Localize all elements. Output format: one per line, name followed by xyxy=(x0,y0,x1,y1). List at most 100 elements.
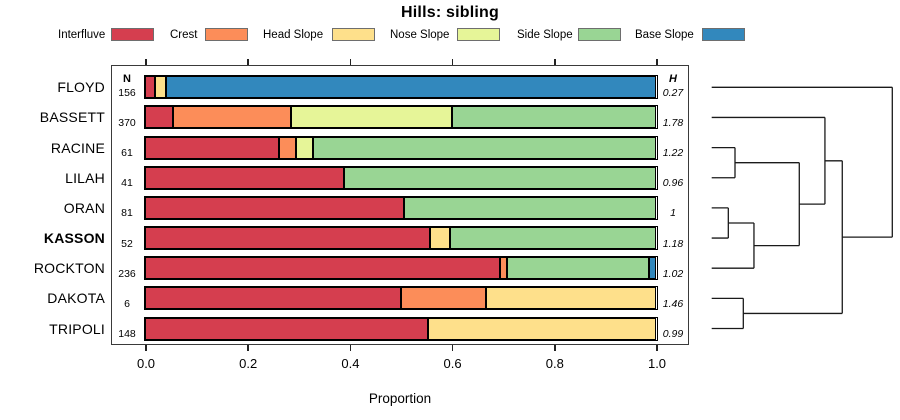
bar-segment-interfluve xyxy=(145,166,345,189)
n-value-tripoli: 148 xyxy=(118,328,136,340)
h-value-tripoli: 0.99 xyxy=(662,328,684,340)
legend-label-side-slope: Side Slope xyxy=(517,29,573,41)
bottom-axis-tick xyxy=(349,345,352,351)
dendrogram xyxy=(711,86,893,330)
bar-segment-base-slope xyxy=(649,257,656,280)
top-axis-tick xyxy=(451,59,454,65)
bottom-axis-tick xyxy=(451,345,454,351)
row-label-kasson: KASSON xyxy=(43,230,105,247)
bar-segment-nose-slope xyxy=(295,136,313,159)
bottom-axis-tick xyxy=(554,345,556,351)
bar-segment-interfluve xyxy=(145,227,431,250)
bar-segment-side-slope xyxy=(506,257,650,280)
bar-segment-crest xyxy=(400,287,486,310)
stacked-bar-tripoli xyxy=(144,316,658,341)
n-value-bassett: 370 xyxy=(118,116,136,129)
x-tick-label: 0.4 xyxy=(341,356,360,371)
bar-segment-head-slope xyxy=(428,317,656,340)
row-label-dakota: DAKOTA xyxy=(47,290,105,307)
legend-swatch-head-slope xyxy=(332,28,375,41)
bar-segment-crest xyxy=(173,106,291,129)
legend-label-head-slope: Head Slope xyxy=(263,29,324,41)
stacked-bar-dakota xyxy=(144,286,658,311)
top-axis-tick xyxy=(145,59,147,65)
n-value-oran: 81 xyxy=(121,207,133,220)
legend-swatch-base-slope xyxy=(702,28,745,41)
legend-label-crest: Crest xyxy=(170,29,198,41)
h-value-dakota: 1.46 xyxy=(662,297,684,310)
bottom-axis-tick xyxy=(247,345,249,351)
top-axis-tick xyxy=(247,59,249,65)
h-value-kasson: 1.18 xyxy=(662,237,684,250)
chart-title: Hills: sibling xyxy=(401,4,499,21)
bar-segment-nose-slope xyxy=(290,106,452,129)
n-column-header: N xyxy=(123,73,131,85)
x-tick-label: 0.8 xyxy=(545,356,564,371)
x-tick-label: 0.6 xyxy=(443,356,462,371)
row-label-oran: ORAN xyxy=(63,199,105,216)
h-value-lilah: 0.96 xyxy=(662,177,684,190)
n-value-rockton: 236 xyxy=(118,267,136,280)
stacked-bar-oran xyxy=(144,195,658,220)
legend-label-nose-slope: Nose Slope xyxy=(390,29,450,41)
stacked-bar-rockton xyxy=(144,256,658,281)
bar-segment-side-slope xyxy=(312,136,656,159)
bar-segment-side-slope xyxy=(403,196,656,219)
h-value-floyd: 0.27 xyxy=(662,86,684,99)
stacked-bar-kasson xyxy=(144,226,658,251)
bar-segment-side-slope xyxy=(344,166,656,189)
bar-segment-base-slope xyxy=(165,76,656,99)
bottom-axis-tick xyxy=(656,345,658,351)
h-value-bassett: 1.78 xyxy=(662,116,684,129)
legend-swatch-nose-slope xyxy=(457,28,500,41)
top-axis-tick xyxy=(349,59,352,65)
bar-segment-crest xyxy=(500,257,507,280)
n-value-floyd: 156 xyxy=(118,86,136,99)
top-axis-tick xyxy=(554,59,556,65)
bar-segment-head-slope xyxy=(485,287,656,310)
bar-segment-head-slope xyxy=(155,76,166,99)
n-value-kasson: 52 xyxy=(121,237,133,250)
stacked-bar-bassett xyxy=(144,105,658,130)
row-label-racine: RACINE xyxy=(50,139,105,156)
row-label-floyd: FLOYD xyxy=(57,79,105,96)
legend-swatch-interfluve xyxy=(111,28,154,41)
h-value-oran: 1 xyxy=(670,207,676,220)
row-label-bassett: BASSETT xyxy=(39,109,105,126)
legend-swatch-side-slope xyxy=(578,28,621,41)
legend-label-base-slope: Base Slope xyxy=(635,29,694,41)
bar-segment-interfluve xyxy=(145,76,156,99)
plot-box xyxy=(111,65,689,345)
h-value-racine: 1.22 xyxy=(662,147,684,160)
n-value-racine: 61 xyxy=(121,147,133,160)
h-column-header: H xyxy=(669,73,677,85)
bar-segment-interfluve xyxy=(145,196,404,219)
bar-segment-interfluve xyxy=(145,106,174,129)
row-label-lilah: LILAH xyxy=(65,169,105,186)
stacked-bar-racine xyxy=(144,135,658,160)
row-label-rockton: ROCKTON xyxy=(33,260,105,277)
bar-segment-interfluve xyxy=(145,136,279,159)
bar-segment-interfluve xyxy=(145,257,501,280)
x-tick-label: 1.0 xyxy=(647,356,667,371)
x-tick-label: 0.0 xyxy=(136,356,156,371)
x-axis-label: Proportion xyxy=(368,391,432,406)
bar-segment-side-slope xyxy=(449,227,656,250)
bar-segment-head-slope xyxy=(430,227,450,250)
bar-segment-side-slope xyxy=(451,106,656,129)
stacked-bar-lilah xyxy=(144,165,658,190)
row-label-tripoli: TRIPOLI xyxy=(49,320,105,337)
legend-label-interfluve: Interfluve xyxy=(58,29,106,41)
legend-swatch-crest xyxy=(205,28,248,41)
n-value-dakota: 6 xyxy=(124,297,130,310)
bar-segment-crest xyxy=(278,136,296,159)
top-axis-tick xyxy=(656,59,658,65)
n-value-lilah: 41 xyxy=(121,177,133,190)
bottom-axis-tick xyxy=(145,345,147,351)
bar-segment-interfluve xyxy=(145,317,429,340)
stacked-bar-floyd xyxy=(144,75,658,100)
bar-segment-interfluve xyxy=(145,287,401,310)
h-value-rockton: 1.02 xyxy=(662,267,684,280)
x-tick-label: 0.2 xyxy=(239,356,258,371)
